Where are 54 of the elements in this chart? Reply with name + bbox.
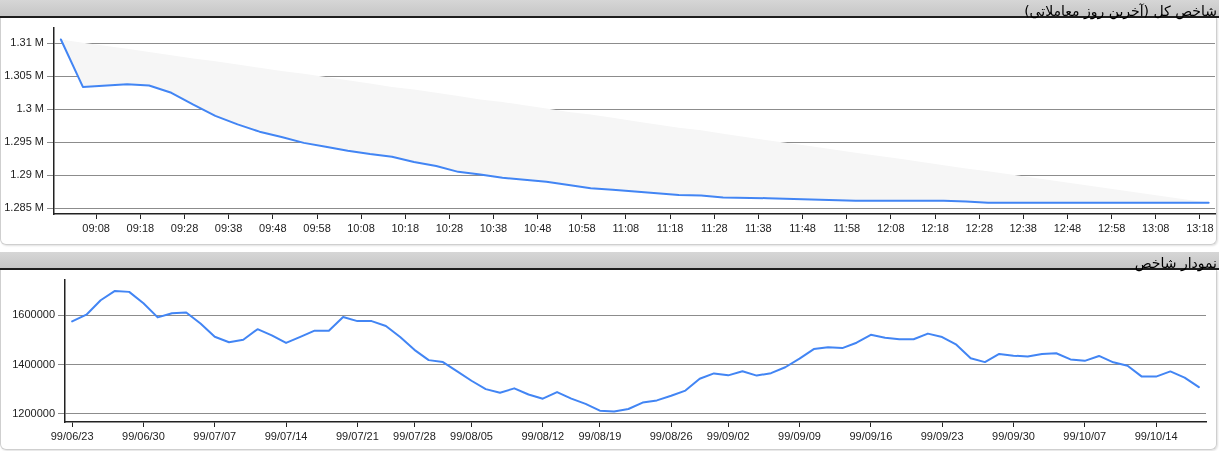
x-tick-label: 12:28 <box>965 221 994 234</box>
x-tick-label: 12:18 <box>921 221 949 234</box>
x-tick-label: 09:08 <box>82 221 110 234</box>
x-tick-label: 10:58 <box>568 221 596 234</box>
x-tick-label: 09:28 <box>170 221 199 234</box>
x-tick-label: 99/07/07 <box>193 429 237 442</box>
x-tick-label: 99/07/14 <box>264 429 308 442</box>
x-tick-label: 99/09/16 <box>849 429 893 442</box>
y-tick-label: 1.295 M <box>4 135 44 148</box>
x-tick-label: 99/10/14 <box>1134 429 1178 442</box>
x-tick-label: 10:08 <box>347 221 375 234</box>
x-tick-label: 11:28 <box>701 221 728 234</box>
y-tick-label: 1.3 M <box>16 102 44 115</box>
x-tick-label: 99/06/23 <box>50 429 94 442</box>
y-tick-label: 1600000 <box>12 308 55 321</box>
x-tick-label: 10:28 <box>435 221 464 234</box>
x-tick-label: 99/08/05 <box>450 429 493 442</box>
x-tick-label: 12:38 <box>1009 221 1037 234</box>
x-tick-label: 11:18 <box>656 221 684 234</box>
x-tick-label: 09:18 <box>126 221 155 234</box>
x-tick-label: 99/09/30 <box>992 429 1035 442</box>
y-tick-label: 1.305 M <box>4 69 44 82</box>
chart-title: نمودار شاخص <box>1134 255 1217 272</box>
x-tick-label: 11:58 <box>833 221 861 234</box>
x-tick-label: 13:08 <box>1141 221 1170 234</box>
x-tick-label: 99/08/19 <box>578 429 622 442</box>
x-tick-label: 99/06/30 <box>122 429 165 442</box>
x-tick-label: 99/09/23 <box>920 429 964 442</box>
y-tick-label: 1400000 <box>12 357 55 370</box>
x-tick-label: 10:18 <box>391 221 420 234</box>
x-tick-label: 99/07/21 <box>335 429 379 442</box>
x-tick-label: 99/07/28 <box>393 429 436 442</box>
y-tick-label: 1.285 M <box>4 201 44 214</box>
x-tick-label: 12:48 <box>1053 221 1082 234</box>
x-tick-label: 11:48 <box>789 221 816 234</box>
x-tick-label: 11:38 <box>744 221 772 234</box>
y-tick-label: 1200000 <box>12 406 55 419</box>
x-tick-label: 12:58 <box>1097 221 1126 234</box>
x-tick-label: 99/08/12 <box>521 429 565 442</box>
x-tick-label: 10:48 <box>523 221 552 234</box>
x-tick-label: 09:58 <box>303 221 331 234</box>
x-tick-label: 99/09/09 <box>778 429 821 442</box>
chart-title: شاخص کل (آخرین روز معاملاتی) <box>1024 3 1217 20</box>
x-tick-label: 12:08 <box>877 221 905 234</box>
x-tick-label: 13:18 <box>1186 221 1214 234</box>
x-tick-label: 99/10/07 <box>1063 429 1107 442</box>
y-tick-label: 1.29 M <box>10 168 44 181</box>
x-tick-label: 09:38 <box>214 221 243 234</box>
x-tick-label: 11:08 <box>612 221 640 234</box>
x-tick-label: 10:38 <box>479 221 508 234</box>
y-tick-label: 1.31 M <box>10 36 44 49</box>
x-tick-label: 99/08/26 <box>649 429 693 442</box>
x-tick-label: 99/09/02 <box>706 429 750 442</box>
x-tick-label: 09:48 <box>259 221 287 234</box>
